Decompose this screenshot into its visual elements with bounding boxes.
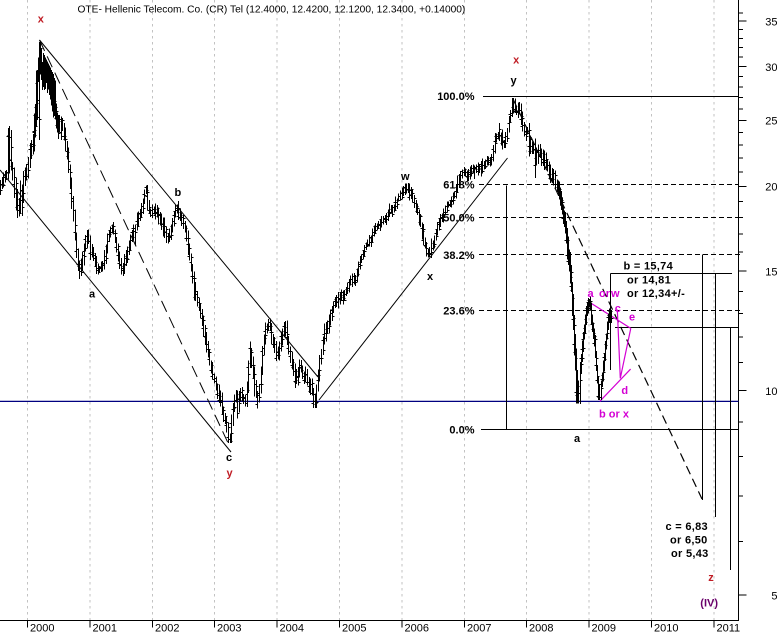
svg-text:c: c xyxy=(226,452,232,464)
svg-text:23.6%: 23.6% xyxy=(443,306,474,318)
svg-text:2006: 2006 xyxy=(405,623,429,633)
svg-text:c: c xyxy=(615,303,621,315)
svg-text:10: 10 xyxy=(765,386,777,398)
svg-text:or 12,34+/-: or 12,34+/- xyxy=(627,288,685,300)
svg-text:x: x xyxy=(513,55,520,67)
svg-text:e: e xyxy=(629,312,635,324)
svg-text:2000: 2000 xyxy=(30,623,54,633)
svg-text:2001: 2001 xyxy=(93,623,117,633)
svg-text:or 14,81: or 14,81 xyxy=(627,274,671,286)
svg-text:(IV): (IV) xyxy=(700,598,718,610)
svg-text:38.2%: 38.2% xyxy=(443,250,474,262)
svg-text:61.8%: 61.8% xyxy=(443,179,474,191)
svg-text:b or x: b or x xyxy=(599,409,630,421)
svg-text:15: 15 xyxy=(765,266,777,278)
svg-text:a: a xyxy=(89,289,96,301)
svg-text:y: y xyxy=(511,75,518,87)
svg-text:a: a xyxy=(588,288,595,300)
svg-text:2007: 2007 xyxy=(467,623,491,633)
svg-text:2011: 2011 xyxy=(717,623,741,633)
svg-text:w: w xyxy=(400,171,410,183)
svg-text:a: a xyxy=(574,433,581,445)
svg-text:2005: 2005 xyxy=(342,623,366,633)
svg-text:d: d xyxy=(621,385,628,397)
svg-text:100.0%: 100.0% xyxy=(437,91,475,103)
svg-text:2003: 2003 xyxy=(217,623,241,633)
svg-text:25: 25 xyxy=(765,116,777,128)
svg-text:35: 35 xyxy=(765,16,777,28)
svg-text:z: z xyxy=(708,572,714,584)
svg-text:x: x xyxy=(427,271,434,283)
svg-text:2010: 2010 xyxy=(654,623,678,633)
svg-text:2002: 2002 xyxy=(155,623,179,633)
svg-text:b = 15,74: b = 15,74 xyxy=(624,261,674,273)
svg-text:2009: 2009 xyxy=(592,623,616,633)
svg-text:c = 6,83: c = 6,83 xyxy=(666,521,708,533)
svg-text:0.0%: 0.0% xyxy=(449,425,474,437)
svg-text:OTE- Hellenic Telecom. Co. (CR: OTE- Hellenic Telecom. Co. (CR) Tel (12.… xyxy=(78,5,466,16)
svg-text:or: or xyxy=(599,288,611,300)
svg-text:30: 30 xyxy=(765,62,777,74)
svg-text:20: 20 xyxy=(765,182,777,194)
svg-text:b: b xyxy=(175,187,182,199)
svg-text:y: y xyxy=(227,468,234,480)
svg-text:or 5,43: or 5,43 xyxy=(671,548,709,560)
svg-text:w: w xyxy=(610,288,620,300)
svg-text:5: 5 xyxy=(771,590,777,602)
svg-text:x: x xyxy=(38,13,45,25)
svg-text:2004: 2004 xyxy=(280,623,304,633)
svg-text:2008: 2008 xyxy=(529,623,553,633)
svg-text:50.0%: 50.0% xyxy=(443,212,474,224)
svg-text:or 6,50: or 6,50 xyxy=(670,535,708,547)
